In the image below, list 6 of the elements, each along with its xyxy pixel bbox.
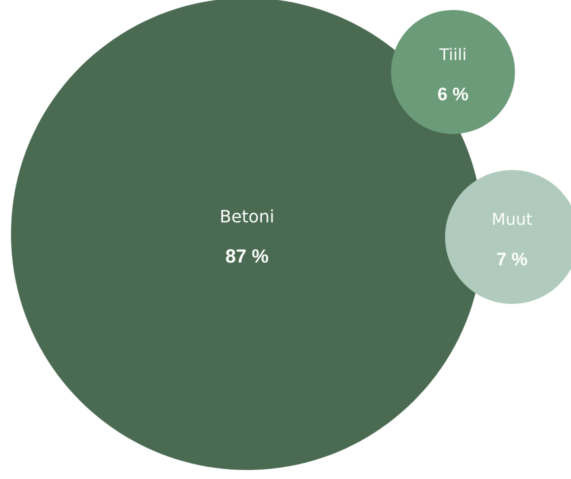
data-label: 87 % [226, 249, 268, 263]
data-label: 6 % [438, 88, 468, 100]
category-label: Tiili [439, 48, 466, 60]
category-label: Muut [493, 212, 532, 225]
category-label: Betoni [221, 209, 273, 223]
data-label: 7 % [497, 252, 528, 266]
